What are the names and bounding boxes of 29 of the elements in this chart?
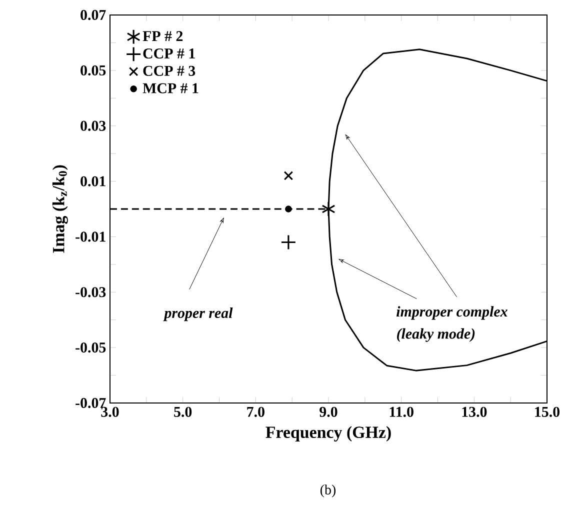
- point: [280, 234, 296, 250]
- y-tick-label: 0.03: [80, 120, 106, 131]
- text: (b): [320, 484, 336, 498]
- legend-label: FP # 2: [142, 31, 183, 42]
- y-tick-label: -0.01: [76, 232, 106, 242]
- x-tick-label: 3.0: [101, 406, 119, 417]
- y-tick-label: -0.05: [76, 342, 106, 353]
- x-tick-label: 7.0: [247, 406, 264, 417]
- y-tick-label: 0.05: [80, 65, 106, 76]
- y-tick-label: 0.07: [80, 10, 106, 20]
- point: [284, 171, 294, 180]
- y-tick-label: 0.01: [80, 176, 106, 186]
- x-axis-title: Frequency (GHz): [266, 426, 391, 442]
- x-tick-label: 5.0: [174, 406, 192, 417]
- y-tick-label: -0.07: [76, 398, 106, 408]
- x-tick-label: 9.0: [320, 406, 338, 417]
- y-axis-title: Imag (k$_{z}$/k$_{0}$): [52, 165, 68, 253]
- x-tick-label: 15.0: [535, 406, 560, 417]
- annotation: (leaky mode): [397, 328, 475, 342]
- x-tick-label: 13.0: [462, 406, 487, 417]
- legend-label: CCP # 1: [143, 48, 195, 59]
- point: [322, 201, 336, 217]
- x-tick-label: 11.0: [390, 406, 414, 417]
- legend-label: CCP # 3: [143, 66, 196, 76]
- y-tick-label: -0.03: [76, 287, 106, 298]
- annotation: improper complex: [396, 306, 508, 320]
- legend-label: MCP # 1: [142, 83, 198, 94]
- point: [285, 206, 292, 212]
- annotation: proper real: [163, 308, 233, 322]
